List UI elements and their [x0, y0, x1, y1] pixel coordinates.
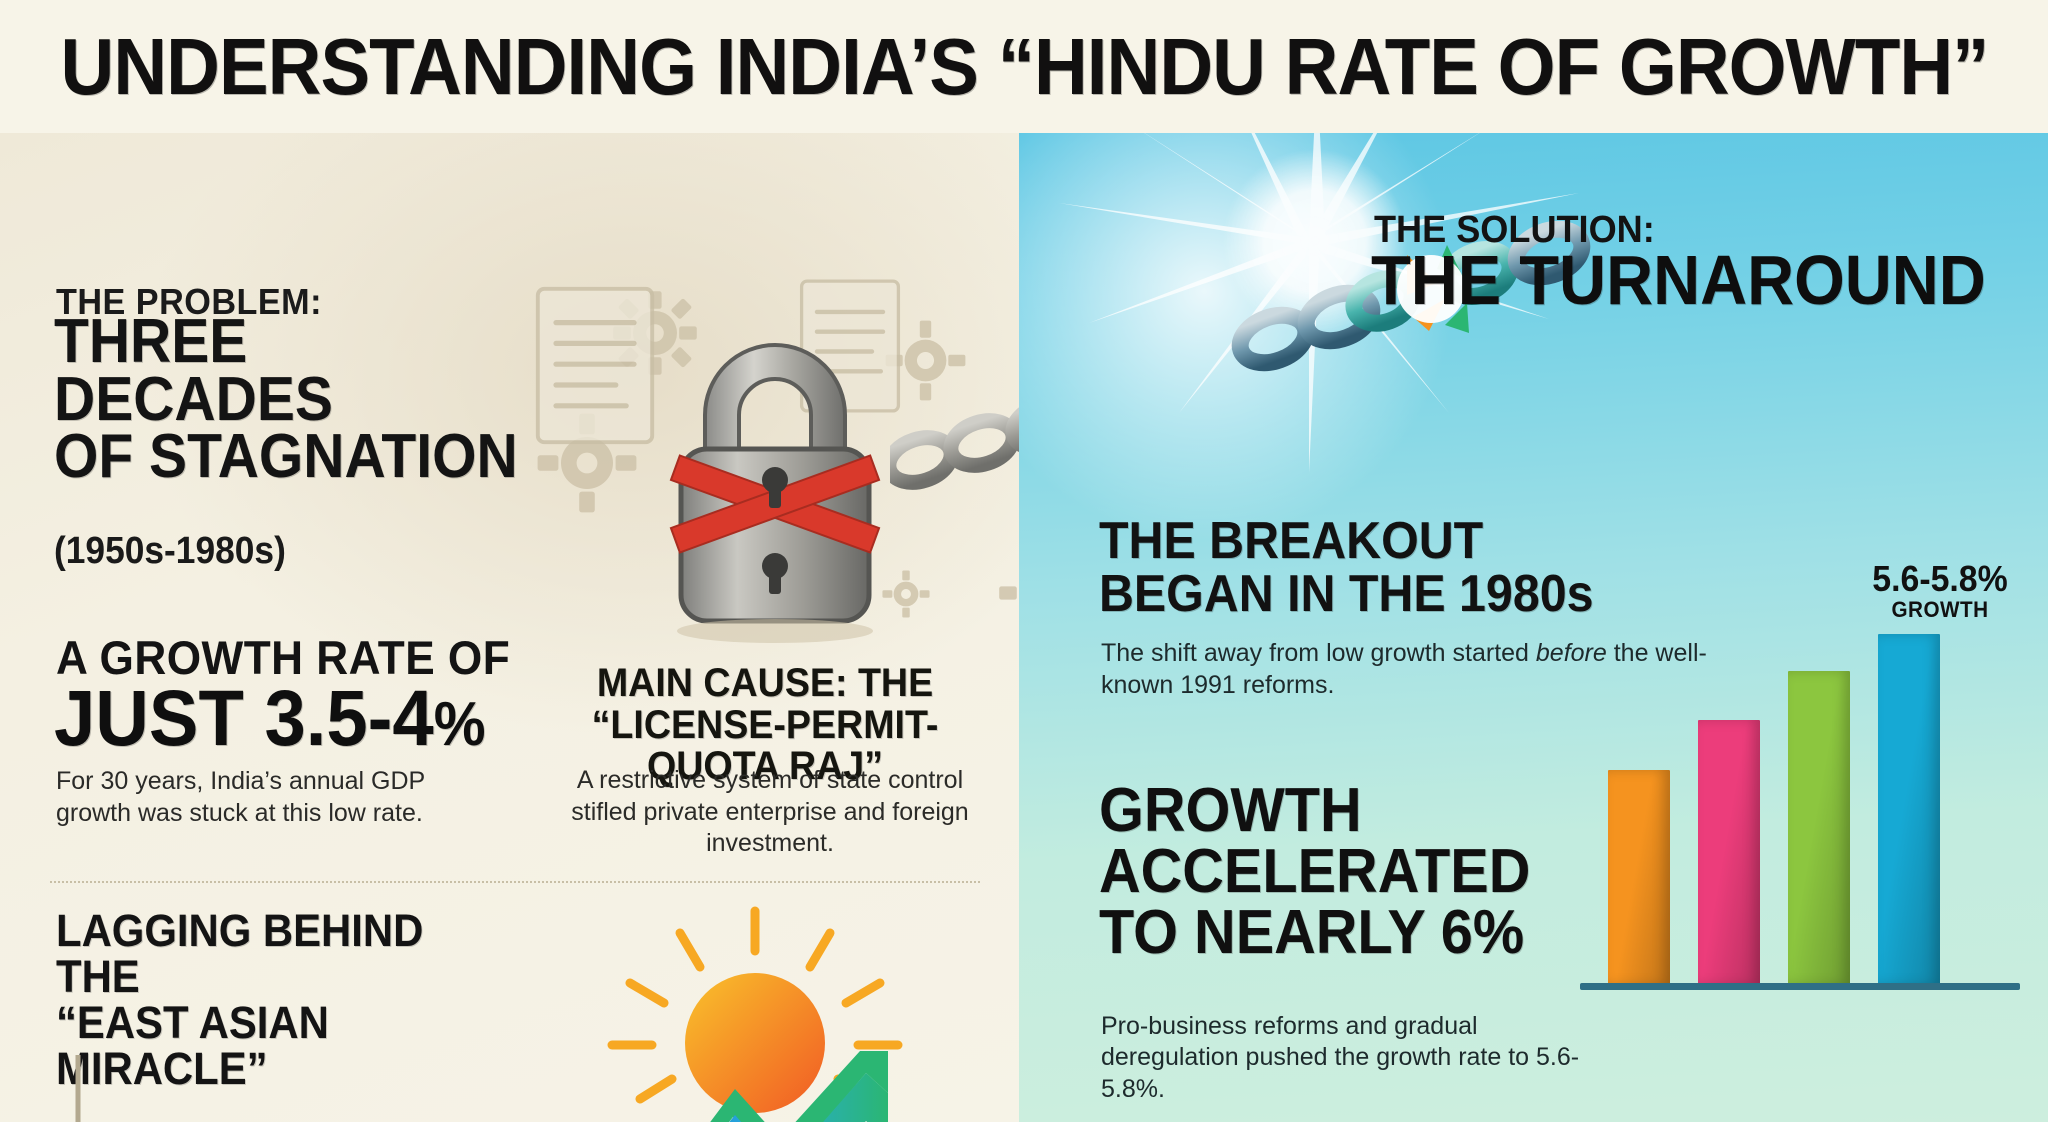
- breakout-body-emphasis: before: [1535, 639, 1607, 667]
- chain-icon: [890, 396, 1019, 490]
- growth-bar-chart: [1590, 585, 2010, 985]
- lagging-headline: LAGGING BEHIND THE “EAST ASIAN MIRACLE”: [56, 908, 502, 1092]
- left-headline-line1: THREE DECADES: [54, 307, 333, 434]
- document-icon: [535, 286, 655, 445]
- breakout-line1: THE BREAKOUT: [1099, 512, 1484, 570]
- breakout-headline: THE BREAKOUT BEGAN IN THE 1980s: [1099, 512, 1713, 624]
- chart-bar: [1608, 770, 1670, 985]
- right-text-wrap: THE SOLUTION: THE TURNAROUND THE BREAKOU…: [1019, 133, 2048, 1122]
- chart-bar: [1698, 720, 1760, 985]
- growth-line2: ACCELERATED: [1099, 836, 1531, 906]
- section-divider: [50, 881, 980, 883]
- title-bar: UNDERSTANDING INDIA’S “HINDU RATE OF GRO…: [0, 0, 2048, 133]
- gear-icon: [999, 586, 1017, 600]
- growth-body: Pro-business reforms and gradual deregul…: [1101, 1012, 1580, 1103]
- page-title: UNDERSTANDING INDIA’S “HINDU RATE OF GRO…: [60, 21, 1989, 111]
- breakout-body: The shift away from low growth started b…: [1101, 638, 1731, 702]
- left-rate-label: A GROWTH RATE OF: [56, 631, 511, 684]
- broken-chain-icon: [1231, 221, 1591, 372]
- padlock-icon: [669, 343, 881, 643]
- lagging-line2: “EAST ASIAN MIRACLE”: [56, 996, 329, 1094]
- right-headline: THE TURNAROUND: [1371, 241, 1986, 319]
- growth-line1: GROWTH: [1099, 776, 1362, 845]
- left-years: (1950s-1980s): [54, 530, 286, 572]
- left-rate-value: JUST 3.5-4%: [54, 678, 486, 757]
- main-cause-line1: MAIN CAUSE: THE: [596, 661, 934, 705]
- right-kicker: THE SOLUTION:: [1374, 209, 1655, 251]
- main-cause-body: A restrictive system of state control st…: [571, 766, 969, 857]
- left-kicker: THE PROBLEM:: [56, 281, 322, 322]
- growth-headline: GROWTH ACCELERATED TO NEARLY 6%: [1099, 776, 1592, 967]
- chart-bar: [1878, 634, 1940, 985]
- flat-growth-line-icon: [75, 1055, 81, 1122]
- breakout-line2: BEGAN IN THE 1980s: [1099, 565, 1594, 624]
- breakout-body-post: the well-known 1991 reforms.: [1101, 639, 1707, 699]
- main-cause-line2: “LICENSE-PERMIT-QUOTA RAJ”: [591, 702, 939, 789]
- growth-line3: TO NEARLY 6%: [1099, 897, 1525, 967]
- left-body-text: For 30 years, India’s annual GDP growth …: [56, 767, 425, 827]
- main-cause-headline: MAIN CAUSE: THE “LICENSE-PERMIT-QUOTA RA…: [544, 661, 986, 789]
- chart-value-sublabel: GROWTH: [1891, 597, 1989, 622]
- lagging-line1: LAGGING BEHIND THE: [56, 905, 424, 1002]
- chart-baseline-axis: [1580, 983, 2020, 990]
- breakout-body-pre: The shift away from low growth started: [1101, 639, 1536, 667]
- right-panel-solution: THE SOLUTION: THE TURNAROUND THE BREAKOU…: [1019, 133, 2048, 1122]
- gear-icon: [882, 570, 930, 618]
- sunrise-growth-chart-icon: [607, 906, 903, 1122]
- left-headline: THREE DECADES OF STAGNATION: [54, 307, 532, 492]
- chart-bar: [1788, 671, 1850, 985]
- left-rate-number: JUST 3.5-4: [54, 673, 434, 762]
- chart-value-label: 5.6-5.8%: [1872, 558, 2008, 599]
- left-rate-percent: %: [433, 690, 486, 759]
- left-headline-line2: OF STAGNATION: [54, 422, 518, 492]
- left-panel-problem: THE PROBLEM: THREE DECADES OF STAGNATION…: [0, 133, 1019, 1122]
